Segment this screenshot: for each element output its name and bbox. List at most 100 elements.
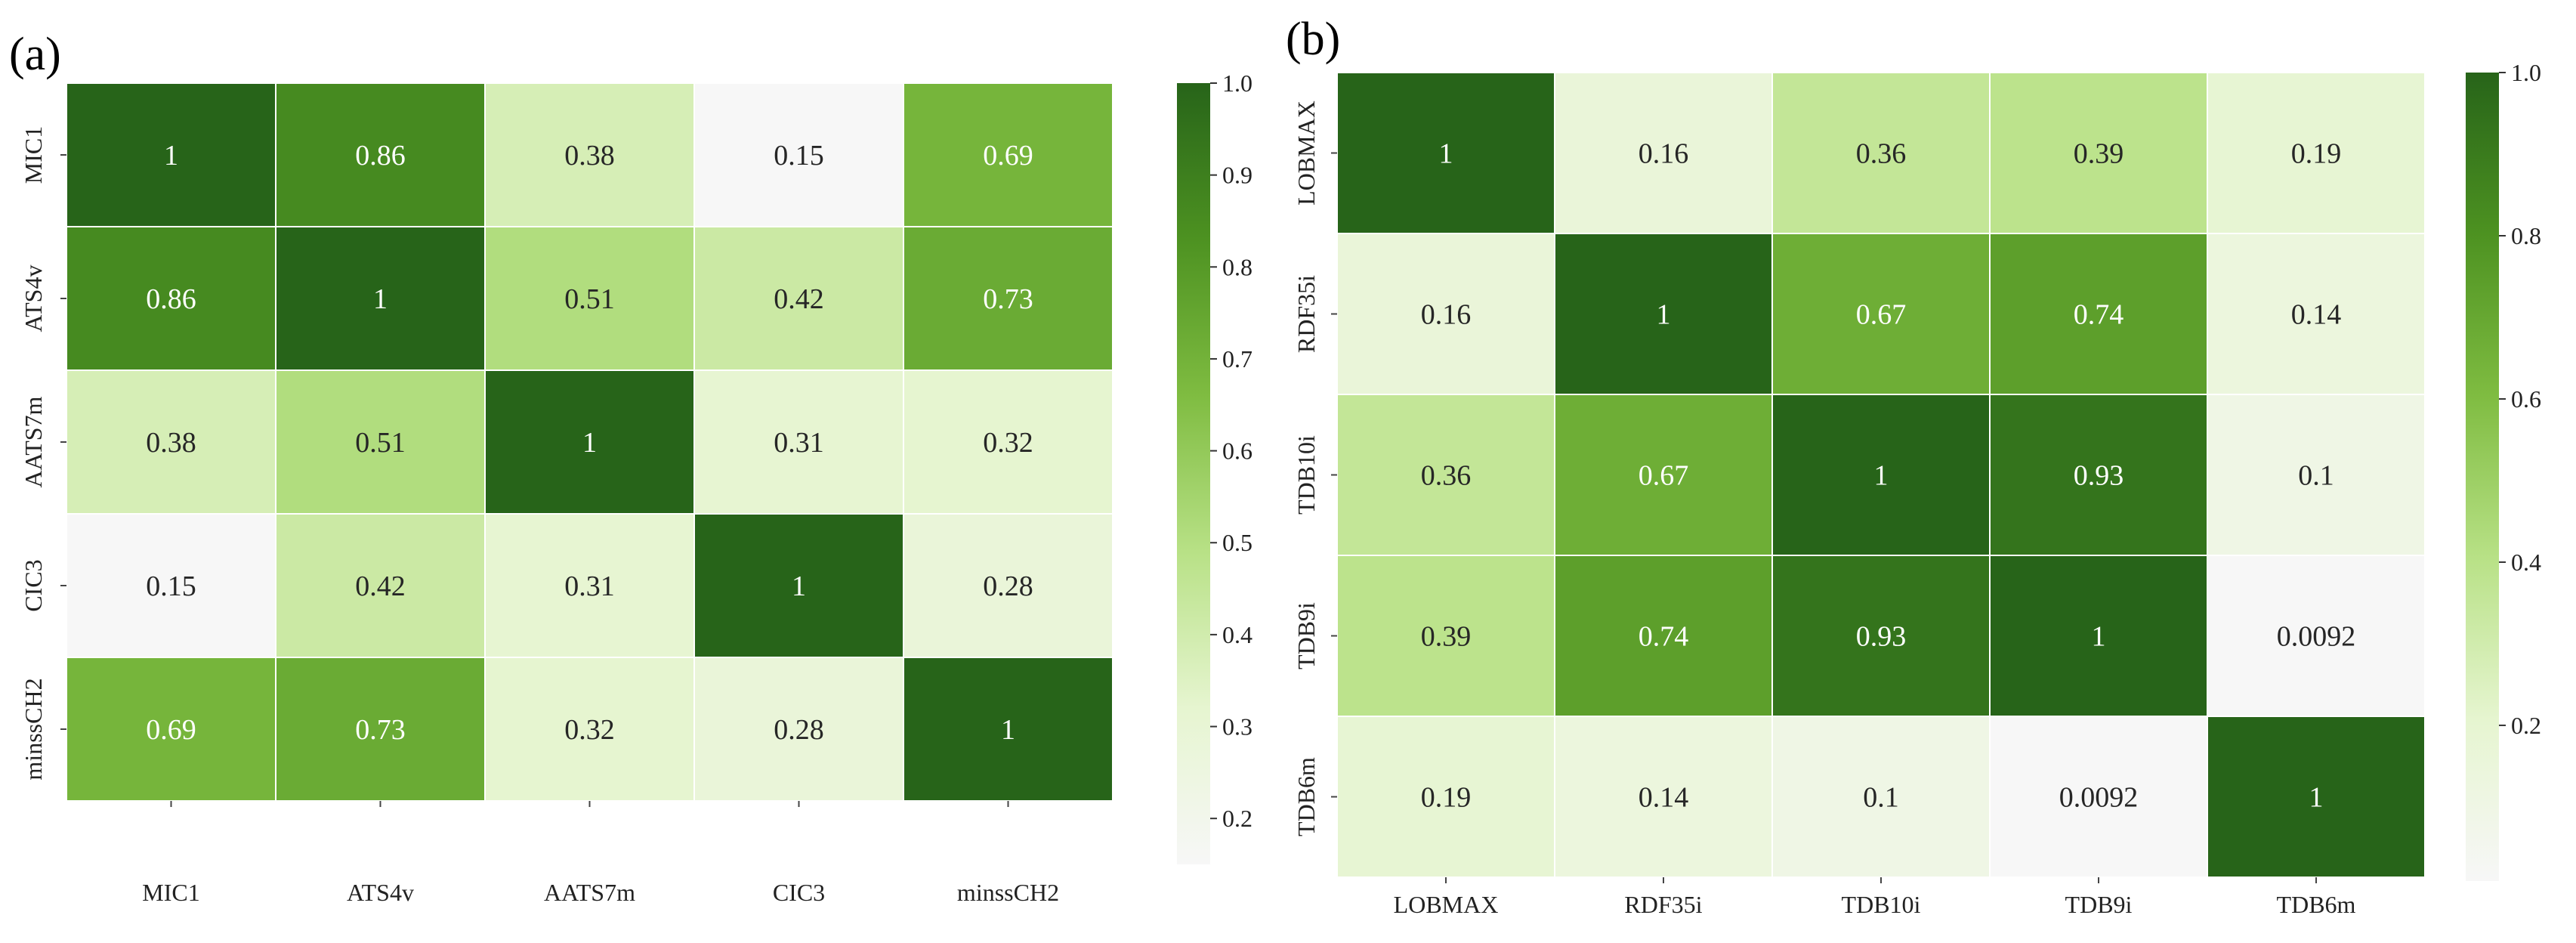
colorbar-tick-label: 0.6 <box>2511 385 2541 413</box>
cell-value-label: 0.42 <box>355 570 406 602</box>
heatmap-cell <box>275 82 486 227</box>
heatmap-cell <box>1771 555 1991 717</box>
cell-value-label: 0.74 <box>2074 299 2124 331</box>
heatmap-cells-a: 1 0.86 0.38 0.15 0.69 0.86 1 0.51 0.42 0.73 0.38 0.… <box>66 82 1113 802</box>
y-tick-label: RDF35i <box>1293 275 1320 353</box>
heatmap-cell <box>693 369 904 515</box>
heatmap-cell <box>484 657 695 802</box>
cell-value-label: 0.14 <box>1639 782 1689 814</box>
panel-label-a: (a) <box>9 29 61 80</box>
heatmap-cell <box>903 226 1113 371</box>
heatmap-cell <box>275 657 486 802</box>
heatmap-cell <box>1989 394 2208 556</box>
y-tick-label: AATS7m <box>20 396 47 487</box>
heatmap-panel-b: (b) 1 0.16 0.36 0.39 0.19 0.16 1 0.67 0.74 0.14 0.… <box>1286 14 2541 918</box>
y-tick-label: minssCH2 <box>20 678 47 780</box>
cell-value-label: 1 <box>373 283 388 315</box>
cell-value-label: 0.73 <box>355 714 406 746</box>
colorbar-gradient <box>2466 73 2499 881</box>
heatmap-cell <box>903 82 1113 227</box>
x-tick-label: minssCH2 <box>957 879 1059 906</box>
cell-value-label: 0.19 <box>1421 782 1472 814</box>
heatmap-cell <box>1989 233 2208 395</box>
y-tick-label: CIC3 <box>20 559 47 611</box>
heatmap-cell <box>903 513 1113 658</box>
heatmap-cell <box>484 82 695 227</box>
cell-value-label: 1 <box>1874 460 1889 492</box>
cell-value-label: 0.38 <box>564 140 615 172</box>
colorbar-tick-label: 0.7 <box>1222 345 1252 373</box>
heatmap-cell <box>2207 716 2426 878</box>
x-tick-label: AATS7m <box>544 879 635 906</box>
heatmap-cell <box>484 369 695 515</box>
cell-value-label: 0.15 <box>774 140 824 172</box>
colorbar-tick-label: 1.0 <box>2511 59 2541 86</box>
cell-value-label: 0.31 <box>564 570 615 602</box>
colorbar-b: 0.2 0.4 0.6 0.8 1.0 <box>2466 59 2541 881</box>
cell-value-label: 0.93 <box>1856 621 1907 653</box>
x-tick-labels-b: LOBMAX RDF35i TDB10i TDB9i TDB6m <box>1394 877 2356 918</box>
cell-value-label: 0.31 <box>774 427 824 459</box>
cell-value-label: 0.16 <box>1421 299 1472 331</box>
colorbar-tick-label: 0.4 <box>1222 621 1252 648</box>
heatmap-cell <box>66 82 276 227</box>
colorbar-tick-label: 0.2 <box>1222 805 1252 832</box>
colorbar-tick-label: 1.0 <box>1222 70 1252 97</box>
cell-value-label: 0.14 <box>2291 299 2342 331</box>
colorbar-tick-label: 0.5 <box>1222 529 1252 556</box>
cell-value-label: 0.67 <box>1639 460 1689 492</box>
cell-value-label: 0.36 <box>1421 460 1472 492</box>
y-tick-label: ATS4v <box>20 265 47 332</box>
colorbar-tick-label: 0.8 <box>2511 222 2541 249</box>
x-tick-label: RDF35i <box>1624 891 1702 918</box>
y-tick-labels-b: LOBMAX RDF35i TDB10i TDB9i TDB6m <box>1293 100 1337 836</box>
cell-value-label: 0.1 <box>2298 460 2334 492</box>
heatmap-cell <box>1554 72 1773 234</box>
colorbar-tick-label: 0.3 <box>1222 713 1252 740</box>
heatmap-cell <box>1989 72 2208 234</box>
heatmap-cell <box>1336 233 1555 395</box>
cell-value-label: 0.69 <box>146 714 196 746</box>
colorbar-tick-label: 0.6 <box>1222 437 1252 465</box>
y-tick-label: MIC1 <box>20 126 47 184</box>
cell-value-label: 0.74 <box>1639 621 1689 653</box>
cell-value-label: 0.73 <box>983 283 1033 315</box>
cell-value-label: 1 <box>2092 621 2106 653</box>
y-tick-label: LOBMAX <box>1293 100 1320 206</box>
heatmap-cell <box>1554 716 1773 878</box>
cell-value-label: 0.19 <box>2291 138 2342 170</box>
cell-value-label: 0.42 <box>774 283 824 315</box>
heatmap-cell <box>275 369 486 515</box>
x-tick-label: MIC1 <box>142 879 199 906</box>
colorbar-tick-label: 0.9 <box>1222 162 1252 189</box>
heatmap-cell <box>1554 555 1773 717</box>
y-tick-labels-a: MIC1 ATS4v AATS7m CIC3 minssCH2 <box>20 126 66 781</box>
cell-value-label: 0.0092 <box>2277 621 2356 653</box>
cell-value-label: 1 <box>582 427 597 459</box>
cell-value-label: 0.86 <box>146 283 196 315</box>
heatmap-cell <box>1336 716 1555 878</box>
cell-value-label: 0.93 <box>2074 460 2124 492</box>
cell-value-label: 0.32 <box>983 427 1033 459</box>
heatmap-cell <box>693 513 904 658</box>
cell-value-label: 0.51 <box>355 427 406 459</box>
colorbar-tick-label: 0.2 <box>2511 712 2541 739</box>
heatmap-cell <box>275 513 486 658</box>
cell-value-label: 0.86 <box>355 140 406 172</box>
heatmap-cell <box>484 226 695 371</box>
heatmap-cell <box>1554 394 1773 556</box>
x-tick-label: TDB6m <box>2277 891 2356 918</box>
heatmap-cell <box>1771 394 1991 556</box>
heatmap-cell <box>66 657 276 802</box>
colorbar-tick-label: 0.8 <box>1222 253 1252 280</box>
colorbar-a: 0.2 0.3 0.4 0.5 0.6 0.7 0.8 0.9 1.0 <box>1177 70 1252 864</box>
cell-value-label: 0.51 <box>564 283 615 315</box>
heatmap-panel-a: (a) 1 0.86 0.38 0.15 0.690.86 1 0.51 0.42 0.730.… <box>9 29 1252 906</box>
heatmap-cell <box>1771 233 1991 395</box>
cell-value-label: 1 <box>164 140 178 172</box>
x-tick-label: TDB9i <box>2065 891 2133 918</box>
cell-value-label: 1 <box>1001 714 1015 746</box>
cell-value-label: 0.69 <box>983 140 1033 172</box>
x-tick-label: ATS4v <box>347 879 414 906</box>
